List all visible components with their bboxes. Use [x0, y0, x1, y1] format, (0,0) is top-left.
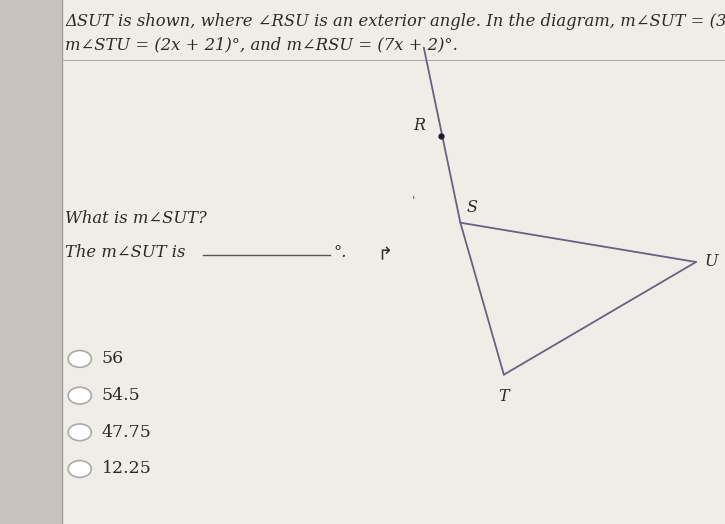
Circle shape	[68, 461, 91, 477]
Text: m∠STU = (2x + 21)°, and m∠RSU = (7x + 2)°.: m∠STU = (2x + 21)°, and m∠RSU = (7x + 2)…	[65, 37, 458, 53]
Circle shape	[68, 387, 91, 404]
Circle shape	[68, 351, 91, 367]
Text: °.: °.	[334, 244, 347, 260]
Bar	[0, 0, 62, 524]
Text: ↱: ↱	[377, 246, 392, 264]
Text: ΔSUT is shown, where ∠RSU is an exterior angle. In the diagram, m∠SUT = (3x + 11: ΔSUT is shown, where ∠RSU is an exterior…	[65, 13, 725, 30]
Text: 47.75: 47.75	[102, 424, 152, 441]
Text: R: R	[413, 117, 425, 134]
Text: U: U	[705, 254, 718, 270]
Text: 54.5: 54.5	[102, 387, 140, 404]
Text: 56: 56	[102, 351, 124, 367]
Text: S: S	[466, 200, 477, 216]
Text: T: T	[499, 388, 509, 405]
Text: What is m∠SUT?: What is m∠SUT?	[65, 210, 207, 226]
Text: 12.25: 12.25	[102, 461, 152, 477]
Circle shape	[68, 424, 91, 441]
Text: ': '	[412, 195, 415, 208]
Text: The m∠SUT is: The m∠SUT is	[65, 244, 186, 260]
